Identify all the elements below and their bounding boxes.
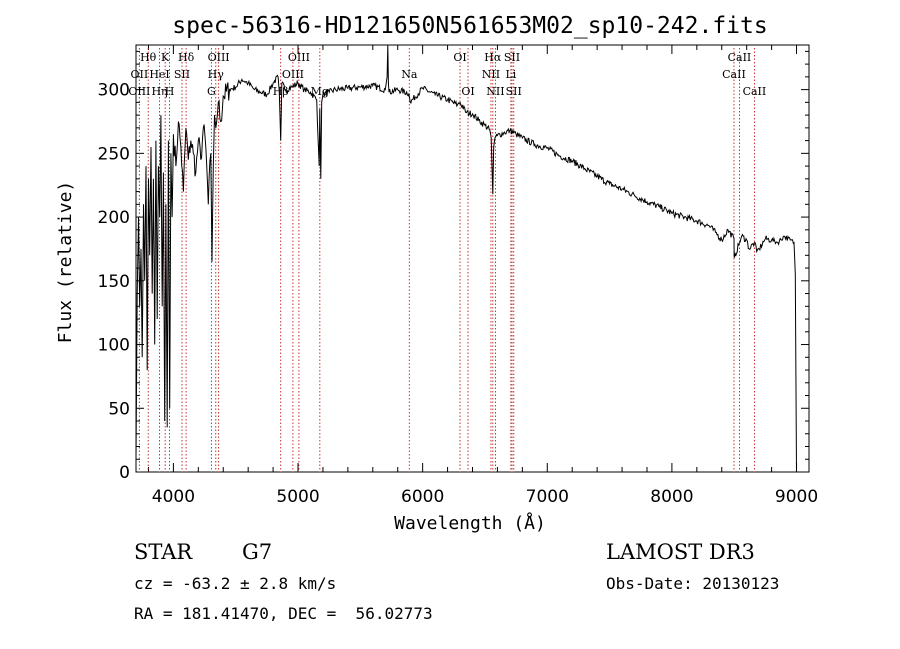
line-id-label: OI: [453, 51, 466, 64]
line-id-label: Hη: [151, 85, 167, 98]
line-id-label: Na: [401, 68, 418, 81]
redshift-text: cz = -63.2 ± 2.8 km/s: [134, 574, 336, 593]
x-tick-label: 9000: [775, 487, 818, 507]
line-id-label: SII: [174, 68, 190, 81]
y-tick-label: 100: [98, 336, 130, 356]
obs-date: Obs-Date: 20130123: [606, 574, 779, 593]
line-id-label: CaII: [722, 68, 746, 81]
x-tick-label: 8000: [650, 487, 693, 507]
subclass: G7: [242, 540, 272, 564]
line-id-label: Hθ: [140, 51, 157, 64]
flux-series-line: [135, 44, 797, 473]
object-class: STAR: [134, 540, 193, 564]
chart-title: spec-56316-HD121650N561653M02_sp10-242.f…: [172, 13, 767, 39]
survey-name: LAMOST DR3: [606, 540, 755, 564]
line-id-markers: [138, 48, 755, 472]
coords-text: RA = 181.41470, DEC = 56.02773: [134, 604, 433, 623]
y-tick-label: 0: [119, 463, 130, 483]
y-tick-label: 150: [98, 272, 130, 292]
x-tick-label: 5000: [276, 487, 319, 507]
line-id-label: OIII: [288, 51, 310, 64]
line-id-label: CaII: [728, 51, 752, 64]
y-axis: 0 50 100 150 200 250 300: [98, 50, 809, 483]
line-id-label: HeI: [149, 68, 169, 81]
line-id-label: SII: [506, 85, 522, 98]
line-id-label: SII: [504, 51, 520, 64]
line-id-label: OII: [131, 68, 149, 81]
line-id-label: NII: [486, 85, 504, 98]
x-axis: 4000 5000 6000 7000 8000 9000: [147, 45, 818, 507]
line-id-label: K: [161, 51, 170, 64]
line-id-label: Hα: [484, 51, 502, 64]
x-tick-label: 6000: [401, 487, 444, 507]
line-id-label: NII: [482, 68, 500, 81]
y-axis-label: Flux (relative): [55, 181, 76, 344]
plot-frame: [135, 44, 810, 473]
y-tick-label: 200: [98, 208, 130, 228]
line-id-label: Li: [505, 68, 516, 81]
line-id-label: H: [165, 85, 175, 98]
line-id-label: OIII: [128, 85, 150, 98]
line-id-label: CaII: [743, 85, 767, 98]
line-id-label: Hγ: [208, 68, 225, 81]
x-tick-label: 4000: [152, 487, 195, 507]
line-id-label: OIII: [208, 51, 230, 64]
line-id-label: G: [207, 85, 216, 98]
x-axis-label: Wavelength (Å): [394, 512, 546, 534]
y-tick-label: 300: [98, 81, 130, 101]
line-id-label: Hδ: [178, 51, 195, 64]
line-id-label: OIII: [282, 68, 304, 81]
y-tick-label: 50: [108, 399, 130, 419]
line-id-label: OI: [461, 85, 474, 98]
x-tick-label: 7000: [526, 487, 569, 507]
y-tick-label: 250: [98, 144, 130, 164]
